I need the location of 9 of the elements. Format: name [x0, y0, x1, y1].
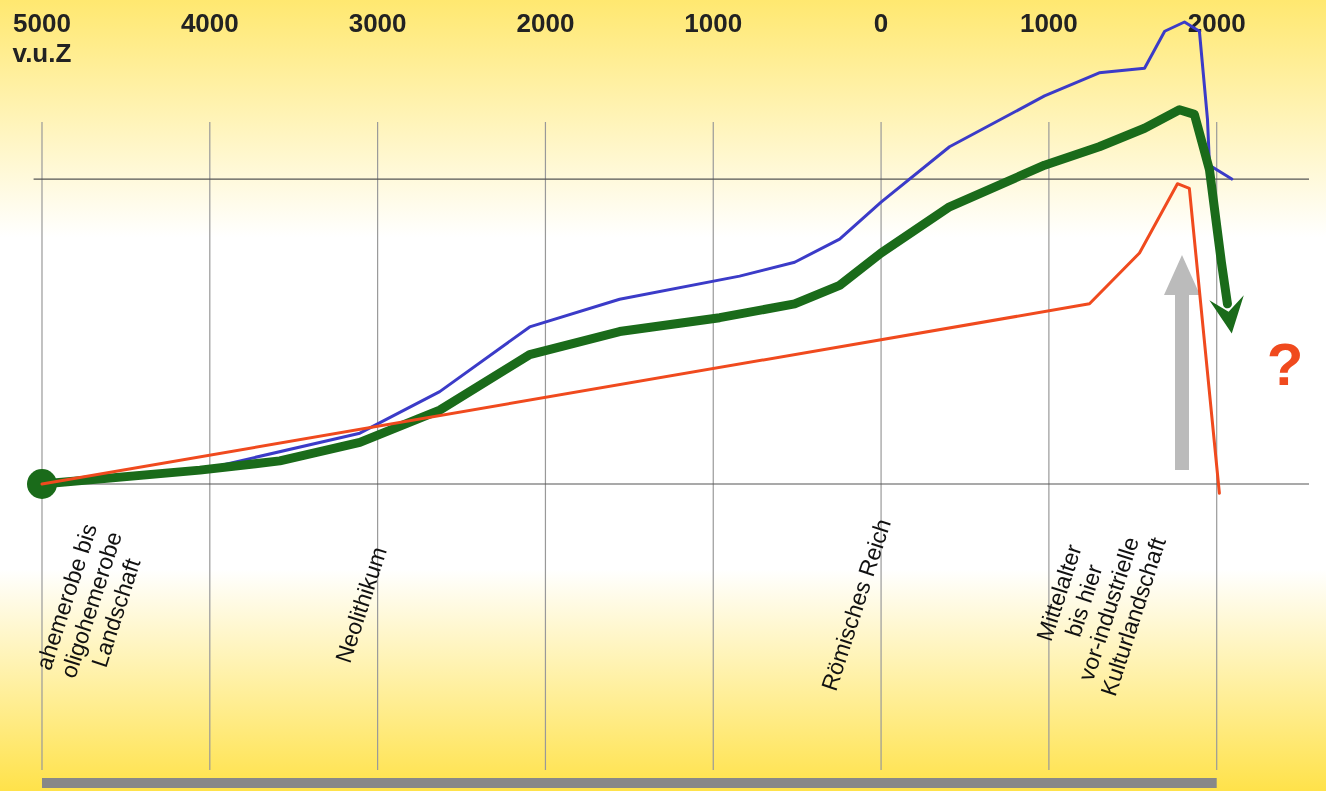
x-tick-label: 1000: [684, 8, 743, 38]
annotation: ?: [1266, 331, 1304, 398]
x-tick-label: 2000: [516, 8, 575, 38]
x-tick-label: 0: [873, 8, 889, 38]
x-tick-label: 3000: [348, 8, 407, 38]
x-tick-label: 1000: [1019, 8, 1078, 38]
x-tick-label: 4000: [180, 8, 239, 38]
x-tick-label: 5000 v.u.Z: [12, 8, 72, 68]
x-tick-label: 2000: [1187, 8, 1246, 38]
